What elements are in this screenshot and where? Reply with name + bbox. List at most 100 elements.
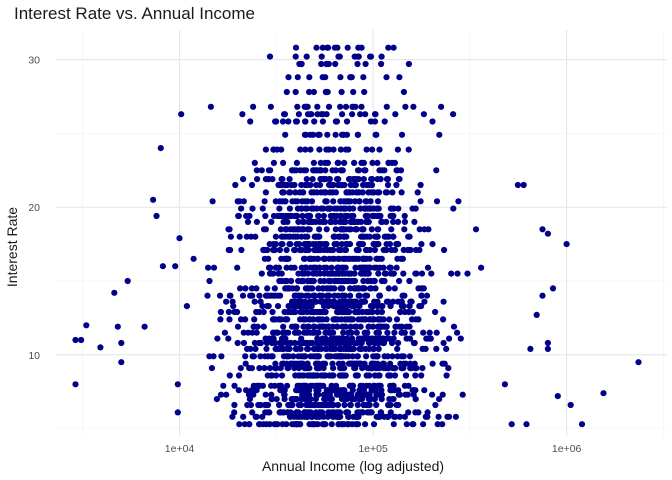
data-point [333,118,340,125]
data-point [311,118,318,125]
data-point [527,345,534,352]
data-point [273,396,280,403]
data-point [307,146,314,153]
data-point [413,270,420,277]
data-point [450,111,457,118]
data-point [394,345,401,352]
data-point [401,226,408,233]
data-point [289,298,296,305]
data-point [279,329,286,336]
data-point [343,345,350,352]
data-point [341,401,348,409]
data-point [378,60,385,68]
data-point [286,189,293,196]
data-point [418,372,425,379]
data-point [429,241,436,248]
data-point [350,88,357,96]
data-point [388,246,395,254]
data-point [356,198,363,205]
data-point [443,345,450,352]
data-point [297,316,304,323]
data-point [278,409,285,416]
data-point [218,353,225,360]
data-point [321,308,328,316]
data-point [389,353,396,360]
data-point [207,103,214,110]
data-point [464,270,471,277]
data-point [317,246,324,254]
data-point [307,329,314,336]
data-point [251,316,258,323]
data-point [286,285,293,292]
data-point [238,246,245,254]
data-point [316,218,323,225]
data-point [291,292,298,299]
data-point [225,246,232,254]
data-point [141,323,148,330]
data-point [450,323,458,330]
data-point [330,401,337,409]
data-point [337,103,344,110]
data-point [334,205,341,212]
data-point [348,74,355,81]
data-point [419,365,426,372]
data-point [298,298,305,305]
data-point [372,111,379,118]
data-point [329,360,336,367]
data-point [334,44,341,51]
data-point [262,391,269,398]
data-point [377,382,384,389]
data-point [277,382,285,389]
data-point [345,329,352,336]
data-point [241,421,248,428]
data-point [239,111,246,118]
data-point [294,329,301,336]
data-point [279,345,286,352]
data-point [263,401,270,409]
data-point [252,345,259,352]
data-point [341,212,348,220]
data-point [335,246,342,254]
data-point [301,329,308,336]
data-point [246,212,253,220]
data-point [313,181,320,189]
data-point [311,308,318,316]
data-point [206,277,213,285]
data-point [312,353,319,360]
data-point [410,387,418,394]
data-point [235,372,243,379]
data-point [327,277,334,285]
data-point [334,176,341,183]
data-point [172,263,179,270]
data-point [410,421,417,428]
data-point [318,53,325,60]
data-point [315,285,322,292]
data-point [359,382,367,389]
data-point [382,270,389,277]
data-point [371,298,378,305]
data-point [297,146,304,153]
data-point [296,60,303,68]
data-point [321,264,328,271]
data-point [319,118,326,125]
data-point [336,181,343,189]
data-point [401,329,408,336]
data-point [307,339,314,347]
data-point [401,308,408,316]
data-point [279,241,286,248]
data-point [292,308,299,316]
data-point [330,146,337,153]
data-point [357,205,364,212]
data-point [340,233,348,240]
data-point [385,233,392,240]
data-point [292,246,299,254]
data-point [308,255,315,262]
data-point [83,322,90,329]
data-point [345,353,352,360]
data-point [304,103,311,110]
data-point [364,270,371,277]
data-point [418,241,425,248]
data-point [310,88,317,96]
data-point [261,198,268,205]
data-point [304,360,311,367]
